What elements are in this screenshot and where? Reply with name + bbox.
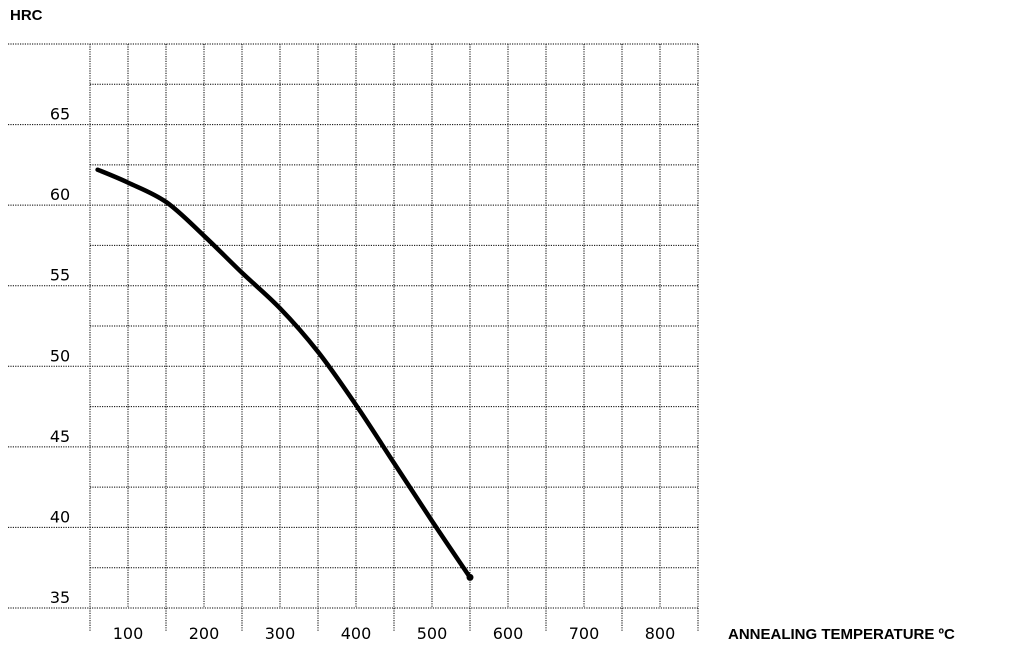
x-tick-label: 500 <box>417 624 448 643</box>
y-tick-label: 40 <box>50 507 70 526</box>
x-tick-label: 300 <box>265 624 296 643</box>
x-tick-label: 700 <box>569 624 600 643</box>
y-axis-ticks: 35 40 45 50 55 60 65 <box>50 105 70 607</box>
y-tick-label: 50 <box>50 346 70 365</box>
y-tick-label: 60 <box>50 185 70 204</box>
hardness-curve <box>95 167 473 580</box>
x-tick-label: 600 <box>493 624 524 643</box>
x-tick-label: 400 <box>341 624 372 643</box>
y-tick-label: 65 <box>50 105 70 124</box>
x-tick-label: 100 <box>113 624 144 643</box>
grid <box>8 43 699 632</box>
y-tick-label: 35 <box>50 588 70 607</box>
series-layer <box>95 167 474 581</box>
curve-end-point <box>466 573 474 581</box>
y-tick-label: 55 <box>50 266 70 285</box>
y-tick-label: 45 <box>50 427 70 446</box>
x-tick-label: 800 <box>645 624 676 643</box>
x-tick-label: 200 <box>189 624 220 643</box>
x-axis-title: ANNEALING TEMPERATURE ºC <box>728 626 955 643</box>
y-axis-title: HRC <box>10 7 43 24</box>
x-axis-ticks: 100 200 300 400 500 600 700 800 <box>113 624 676 643</box>
